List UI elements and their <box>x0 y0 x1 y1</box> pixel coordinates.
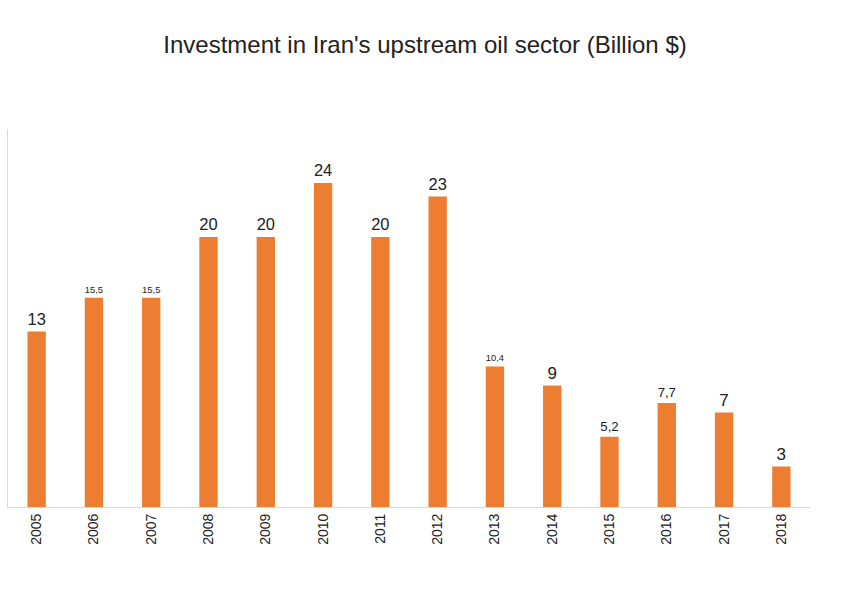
svg-text:2014: 2014 <box>544 513 560 544</box>
svg-text:24: 24 <box>314 161 332 179</box>
svg-text:3: 3 <box>777 445 786 464</box>
svg-text:2010: 2010 <box>315 513 331 544</box>
svg-text:2011: 2011 <box>372 513 388 543</box>
svg-text:13: 13 <box>27 310 45 328</box>
svg-text:2012: 2012 <box>429 513 445 544</box>
svg-text:23: 23 <box>428 175 446 193</box>
svg-text:Investment in Iran's upstream: Investment in Iran's upstream oil sector… <box>163 31 686 58</box>
svg-text:2016: 2016 <box>658 513 674 544</box>
svg-text:9: 9 <box>547 364 556 383</box>
svg-text:2013: 2013 <box>486 513 502 544</box>
svg-text:7,7: 7,7 <box>658 385 676 400</box>
svg-text:20: 20 <box>199 215 217 233</box>
svg-text:20: 20 <box>257 215 275 233</box>
svg-text:2015: 2015 <box>601 513 617 544</box>
svg-text:7: 7 <box>719 391 728 410</box>
svg-text:10,4: 10,4 <box>486 352 504 363</box>
svg-text:20: 20 <box>371 215 389 233</box>
svg-text:2009: 2009 <box>257 513 273 544</box>
svg-text:15,5: 15,5 <box>85 284 103 295</box>
svg-text:2018: 2018 <box>773 513 789 544</box>
svg-text:15,5: 15,5 <box>142 284 160 295</box>
svg-text:2017: 2017 <box>716 513 732 544</box>
svg-text:5,2: 5,2 <box>600 419 618 434</box>
svg-text:2007: 2007 <box>143 513 159 544</box>
svg-text:2005: 2005 <box>28 513 44 544</box>
svg-text:2006: 2006 <box>85 513 101 544</box>
svg-text:2008: 2008 <box>200 513 216 544</box>
